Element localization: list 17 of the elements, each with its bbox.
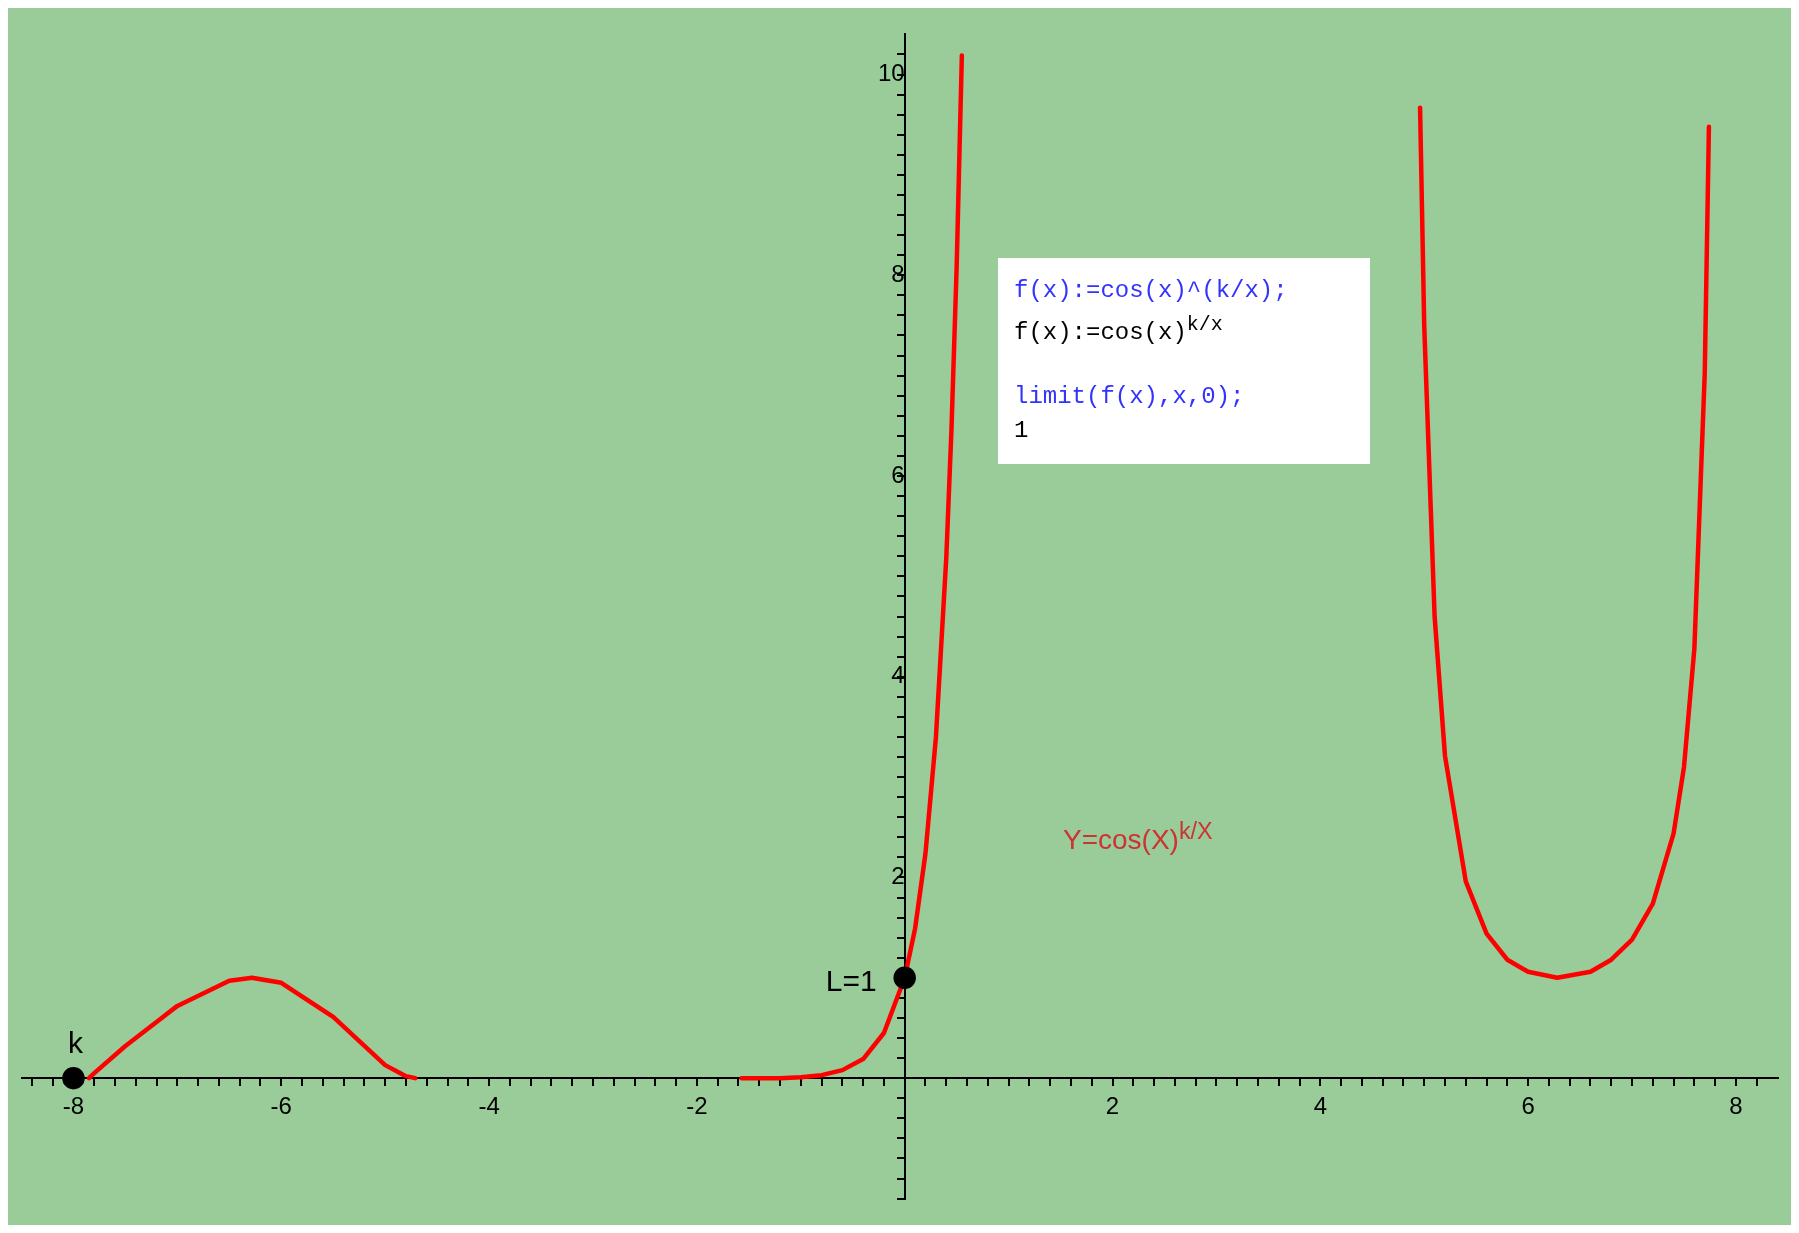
x-tick-label: -8 <box>62 1092 85 1120</box>
annotation: L=1 <box>825 964 877 998</box>
x-tick-label: 6 <box>1521 1092 1535 1120</box>
x-tick-label: -2 <box>686 1092 708 1120</box>
x-tick-label: 2 <box>1105 1092 1120 1120</box>
x-tick-label: 4 <box>1313 1092 1327 1120</box>
annotation: f(x):=cos(x)$^{k/x}$ <box>1014 312 1224 348</box>
x-tick-label: -4 <box>478 1092 500 1120</box>
annotation: Y=cos(X)$^{k/X}$ <box>1063 818 1213 857</box>
x-tick-label: 8 <box>1729 1092 1743 1120</box>
annotation: f(x):=cos(x)^(k/x); <box>1014 276 1289 306</box>
y-tick-label: 6 <box>891 460 905 488</box>
annotation: 1 <box>1014 416 1030 446</box>
annotation: k <box>67 1026 84 1060</box>
x-tick-label: -6 <box>270 1092 292 1120</box>
y-tick-label: 10 <box>877 59 905 87</box>
annotation: limit(f(x),x,0); <box>1014 382 1246 412</box>
